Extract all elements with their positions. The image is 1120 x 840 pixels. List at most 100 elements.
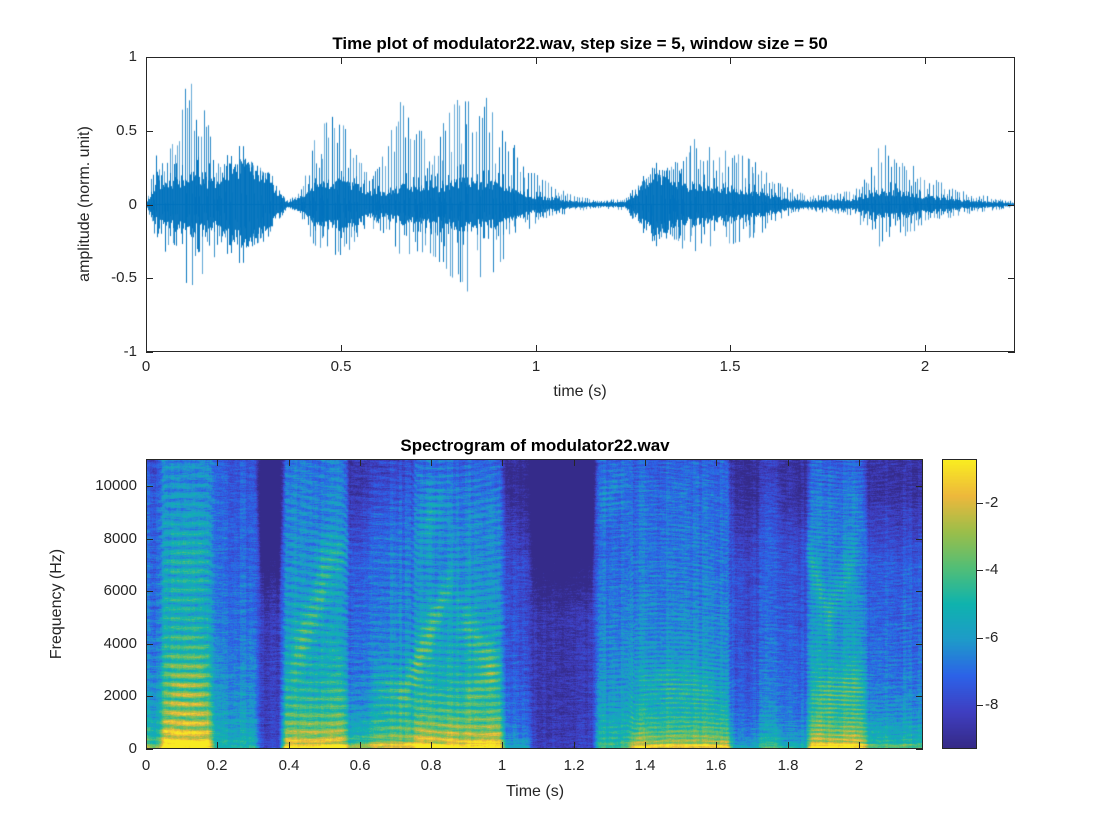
y-tick (146, 539, 153, 540)
y-tick (146, 205, 153, 206)
x-tick-label: 1.4 (634, 757, 656, 774)
y-tick (146, 278, 153, 279)
x-tick-top (146, 57, 147, 64)
y-tick (146, 131, 153, 132)
x-tick (502, 742, 503, 749)
colorbar-canvas (943, 460, 976, 748)
x-tick-label: 0.4 (278, 757, 300, 774)
y-tick-label: -0.5 (111, 269, 137, 286)
y-tick-label: 0 (128, 196, 137, 213)
colorbar-tick (977, 638, 983, 639)
waveform-x-axis-label: time (s) (553, 383, 607, 400)
y-tick (146, 486, 153, 487)
y-tick-right (916, 696, 923, 697)
y-tick-right (916, 591, 923, 592)
x-tick-top (536, 57, 537, 64)
x-tick (341, 345, 342, 352)
y-tick-right (1008, 131, 1015, 132)
x-tick-top (788, 459, 789, 466)
x-tick (431, 742, 432, 749)
y-tick-label: 1 (128, 48, 137, 65)
y-tick (146, 696, 153, 697)
x-tick-label: 0.6 (349, 757, 371, 774)
x-tick-label: 0.2 (206, 757, 228, 774)
x-tick-top (859, 459, 860, 466)
colorbar-tick-label: -2 (985, 494, 999, 511)
x-tick (360, 742, 361, 749)
spectrogram-x-axis-label: Time (s) (505, 783, 565, 800)
spectrogram-title: Spectrogram of modulator22.wav (400, 436, 670, 455)
colorbar (942, 459, 977, 749)
x-tick-label: 1 (531, 358, 541, 375)
x-tick (146, 345, 147, 352)
x-tick-top (925, 57, 926, 64)
y-tick-right (1008, 57, 1015, 58)
x-tick-label: 1.6 (705, 757, 727, 774)
x-tick (716, 742, 717, 749)
y-tick-label: 2000 (103, 687, 137, 704)
y-tick-label: 8000 (103, 530, 137, 547)
y-tick-label: 10000 (95, 477, 137, 494)
x-tick-top (146, 459, 147, 466)
x-tick-label: 0.8 (420, 757, 442, 774)
x-tick-label: 0.5 (330, 358, 352, 375)
x-tick-top (341, 57, 342, 64)
waveform-canvas (147, 58, 1014, 351)
x-tick (925, 345, 926, 352)
x-tick-top (217, 459, 218, 466)
x-tick-top (574, 459, 575, 466)
x-tick (146, 742, 147, 749)
x-tick-label: 1.8 (777, 757, 799, 774)
y-tick (146, 749, 153, 750)
spectrogram-canvas (147, 460, 922, 748)
y-tick (146, 591, 153, 592)
x-tick-label: 2 (854, 757, 864, 774)
x-tick (645, 742, 646, 749)
x-tick (536, 345, 537, 352)
waveform-title: Time plot of modulator22.wav, step size … (332, 34, 828, 53)
x-tick (217, 742, 218, 749)
y-tick-label: 0 (128, 740, 137, 757)
y-tick-label: 6000 (103, 582, 137, 599)
y-tick-right (1008, 278, 1015, 279)
colorbar-tick-label: -4 (985, 561, 999, 578)
y-tick-label: 0.5 (116, 122, 137, 139)
y-tick-label: -1 (123, 343, 137, 360)
colorbar-tick (977, 570, 983, 571)
spectrogram-y-axis-label: Frequency (Hz) (48, 548, 65, 660)
y-tick-right (916, 749, 923, 750)
x-tick-top (431, 459, 432, 466)
y-tick-right (916, 539, 923, 540)
x-tick-top (289, 459, 290, 466)
y-tick-right (1008, 205, 1015, 206)
x-tick-label: 0 (141, 358, 151, 375)
y-tick (146, 352, 153, 353)
y-tick (146, 57, 153, 58)
colorbar-tick-label: -8 (985, 696, 999, 713)
x-tick (788, 742, 789, 749)
x-tick-label: 0 (141, 757, 151, 774)
x-tick-label: 1.5 (719, 358, 741, 375)
x-tick-top (716, 459, 717, 466)
y-tick-right (916, 486, 923, 487)
x-tick (859, 742, 860, 749)
x-tick-top (645, 459, 646, 466)
colorbar-tick (977, 705, 983, 706)
colorbar-tick (977, 503, 983, 504)
y-tick (146, 644, 153, 645)
x-tick-top (730, 57, 731, 64)
spectrogram-plot-area (146, 459, 923, 749)
y-tick-label: 4000 (103, 635, 137, 652)
x-tick (730, 345, 731, 352)
x-tick-label: 2 (920, 358, 930, 375)
x-tick (574, 742, 575, 749)
x-tick-label: 1.2 (563, 757, 585, 774)
x-tick (289, 742, 290, 749)
x-tick-top (502, 459, 503, 466)
y-tick-right (916, 644, 923, 645)
colorbar-tick-label: -6 (985, 629, 999, 646)
x-tick-label: 1 (497, 757, 507, 774)
waveform-plot-area (146, 57, 1015, 352)
y-tick-right (1008, 352, 1015, 353)
